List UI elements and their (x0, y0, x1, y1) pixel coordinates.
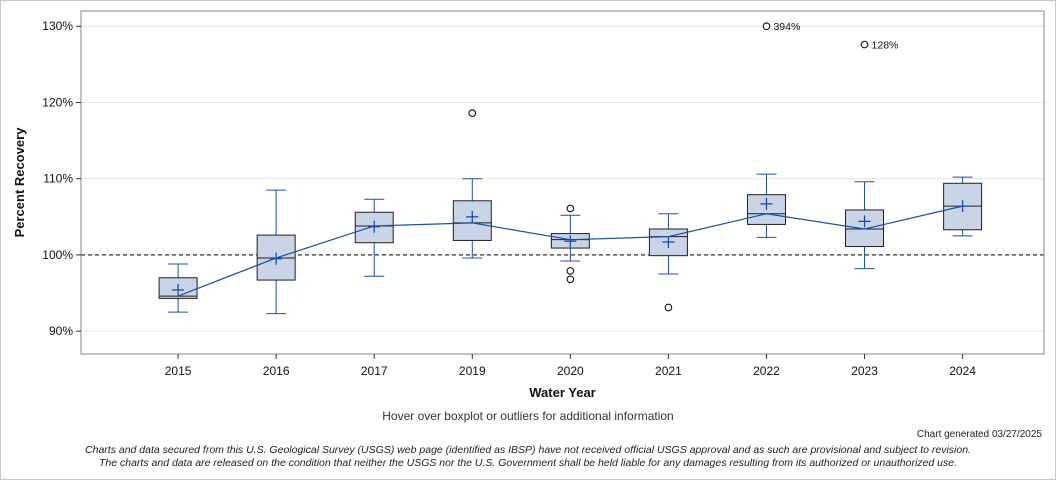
boxplot-2017 (354, 198, 394, 277)
outlier-point (566, 267, 575, 275)
outlier-point (468, 109, 477, 117)
x-tick-label: 2017 (361, 364, 388, 378)
boxplot-2019 (452, 178, 492, 259)
y-axis-title: Percent Recovery (12, 127, 27, 238)
x-tick-label: 2024 (949, 364, 976, 378)
boxplot-chart: 90% 100% 110% 120% 130% 2015 2016 2017 2019 2020 2… (12, 10, 1045, 400)
boxplot-2022 (746, 173, 786, 238)
x-tick-label: 2016 (263, 364, 290, 378)
boxplot-2020 (550, 214, 590, 262)
disclaimer-line-1: Charts and data secured from this U.S. G… (85, 444, 971, 456)
y-tick-label: 120% (42, 95, 73, 109)
disclaimer-line-2: The charts and data are released on the … (99, 457, 957, 469)
median-trend-line (177, 205, 963, 297)
y-tick-label: 90% (49, 324, 73, 338)
hover-hint: Hover over boxplot or outliers for addit… (382, 409, 674, 423)
outlier-point (566, 275, 575, 284)
x-tick-label: 2021 (655, 364, 682, 378)
plot-area (80, 10, 1045, 355)
chart-generated-date: Chart generated 03/27/2025 (916, 429, 1042, 440)
boxplot-2021 (648, 213, 688, 275)
outlier-label: 128% (872, 40, 899, 52)
outlier-point (664, 303, 673, 312)
x-tick-label: 2023 (851, 364, 878, 378)
x-tick-label: 2019 (459, 364, 486, 378)
x-tick-label: 2020 (557, 364, 584, 378)
boxplot-2023 (845, 181, 885, 270)
x-tick-label: 2015 (165, 364, 192, 378)
x-tick-label: 2022 (753, 364, 780, 378)
boxplot-2015 (158, 263, 198, 313)
outlier-label: 394% (773, 21, 800, 33)
outlier-point (566, 204, 575, 213)
outlier-point (860, 40, 869, 49)
y-tick-label: 100% (42, 248, 73, 262)
boxplot-2016 (256, 189, 296, 315)
outlier-point (762, 22, 771, 31)
y-tick-label: 110% (43, 172, 73, 186)
y-tick-label: 130% (42, 19, 73, 33)
x-axis-title: Water Year (529, 385, 596, 400)
